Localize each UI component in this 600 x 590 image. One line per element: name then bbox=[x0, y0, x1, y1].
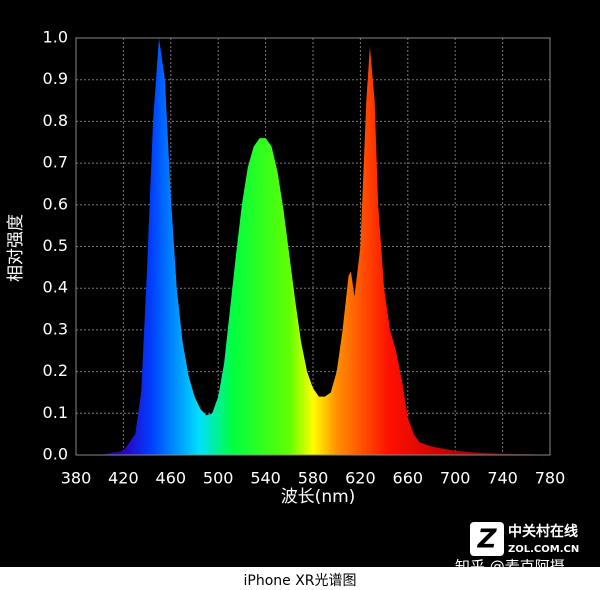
y-tick-label: 1.0 bbox=[43, 28, 68, 47]
y-tick-label: 0.1 bbox=[43, 403, 68, 422]
background bbox=[0, 0, 600, 567]
x-axis-label: 波长(nm) bbox=[281, 487, 356, 507]
x-tick-label: 540 bbox=[250, 469, 281, 488]
x-tick-label: 380 bbox=[61, 469, 92, 488]
y-tick-label: 0.5 bbox=[43, 236, 68, 255]
x-tick-label: 780 bbox=[535, 469, 566, 488]
logo-letter: Z bbox=[477, 525, 498, 555]
x-tick-label: 740 bbox=[487, 469, 518, 488]
watermark-site: ZOL.COM.CN bbox=[508, 544, 579, 555]
x-tick-label: 580 bbox=[298, 469, 329, 488]
y-tick-label: 0.0 bbox=[43, 445, 68, 464]
zol-logo: Z bbox=[470, 522, 504, 556]
y-tick-label: 0.4 bbox=[43, 278, 68, 297]
y-tick-label: 0.2 bbox=[43, 361, 68, 380]
x-tick-label: 660 bbox=[393, 469, 424, 488]
x-tick-label: 420 bbox=[108, 469, 139, 488]
y-tick-label: 0.8 bbox=[43, 111, 68, 130]
watermark-brand: 中关村在线 bbox=[508, 523, 578, 540]
y-tick-label: 0.7 bbox=[43, 153, 68, 172]
y-tick-label: 0.9 bbox=[43, 69, 68, 88]
x-tick-label: 620 bbox=[345, 469, 376, 488]
y-tick-label: 0.3 bbox=[43, 319, 68, 338]
x-tick-label: 500 bbox=[203, 469, 234, 488]
plot-frame bbox=[75, 37, 551, 456]
caption: iPhone XR光谱图 bbox=[243, 573, 356, 589]
x-tick-label: 700 bbox=[440, 469, 471, 488]
y-axis-label: 相对强度 bbox=[6, 214, 26, 282]
y-tick-label: 0.6 bbox=[43, 194, 68, 213]
spectrum-area bbox=[76, 38, 550, 455]
x-tick-label: 460 bbox=[156, 469, 187, 488]
watermark-author: 知乎 @麦克阿摄 bbox=[455, 558, 565, 576]
